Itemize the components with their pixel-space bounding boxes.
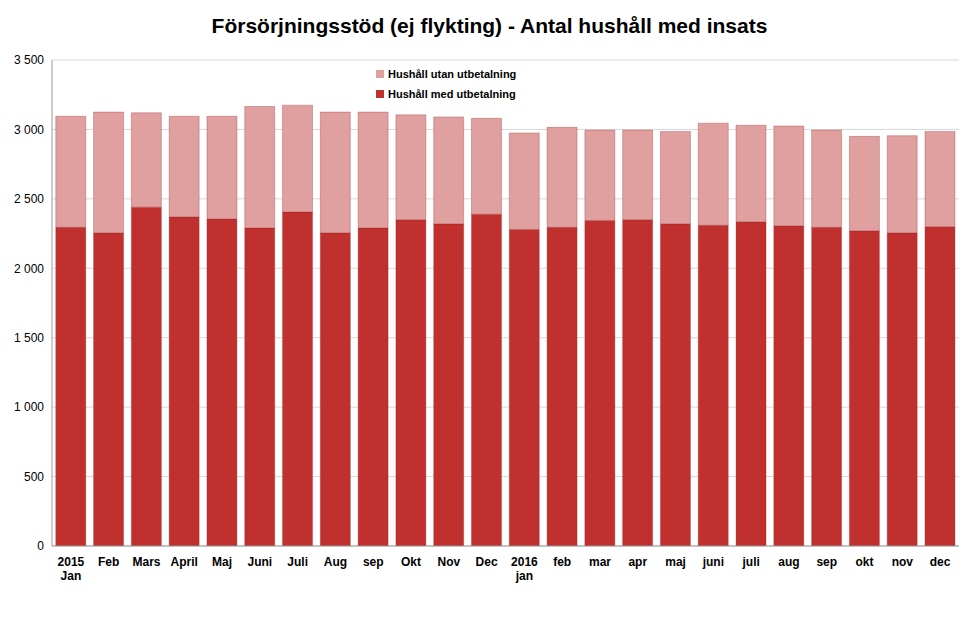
svg-text:sep: sep [816, 555, 837, 569]
svg-text:juni: juni [702, 555, 724, 569]
svg-text:1 000: 1 000 [14, 400, 44, 414]
svg-text:3 000: 3 000 [14, 123, 44, 137]
svg-text:maj: maj [665, 555, 686, 569]
svg-text:Dec: Dec [476, 555, 498, 569]
svg-text:Mars: Mars [132, 555, 160, 569]
svg-text:0: 0 [37, 539, 44, 553]
svg-text:2016jan: 2016jan [511, 555, 538, 583]
svg-text:juli: juli [741, 555, 759, 569]
html-text:Hushåll utan utbetalning: Hushåll utan utbetalning [388, 68, 517, 80]
svg-text:Juni: Juni [248, 555, 273, 569]
svg-text:2 500: 2 500 [14, 192, 44, 206]
svg-text:mar: mar [589, 555, 611, 569]
svg-text:April: April [171, 555, 198, 569]
html-text:Hushåll med utbetalning: Hushåll med utbetalning [388, 88, 516, 100]
svg-text:2015Jan: 2015Jan [58, 555, 85, 583]
svg-text:Aug: Aug [324, 555, 347, 569]
html-text:Försörjningsstöd (ej flykting): Försörjningsstöd (ej flykting) - Antal h… [211, 14, 768, 37]
svg-text:500: 500 [24, 470, 44, 484]
svg-text:2 000: 2 000 [14, 262, 44, 276]
svg-text:3 500: 3 500 [14, 53, 44, 67]
svg-text:dec: dec [930, 555, 951, 569]
svg-text:Okt: Okt [401, 555, 421, 569]
svg-text:feb: feb [553, 555, 571, 569]
svg-text:aug: aug [778, 555, 799, 569]
svg-text:apr: apr [628, 555, 647, 569]
svg-text:Juli: Juli [287, 555, 308, 569]
svg-text:nov: nov [892, 555, 914, 569]
svg-text:sep: sep [363, 555, 384, 569]
svg-text:Nov: Nov [437, 555, 460, 569]
svg-text:okt: okt [856, 555, 874, 569]
svg-text:Feb: Feb [98, 555, 119, 569]
svg-text:1 500: 1 500 [14, 331, 44, 345]
svg-text:Maj: Maj [212, 555, 232, 569]
